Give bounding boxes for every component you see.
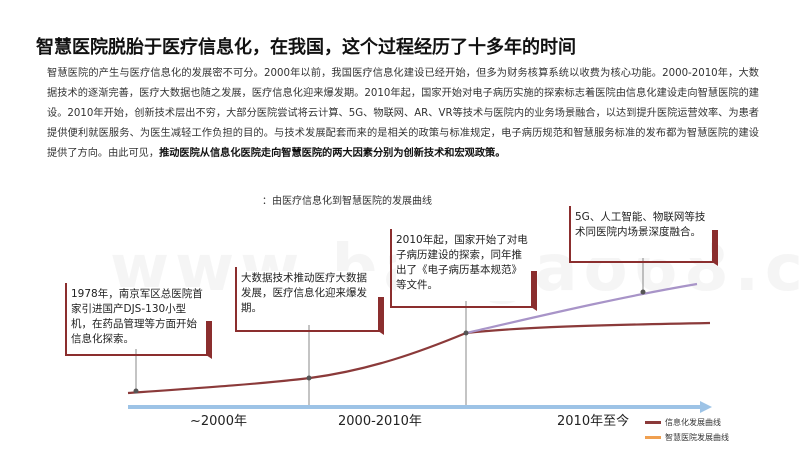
- callout-frame-bigdata: [235, 267, 382, 332]
- era-label-pre-2000: ~2000年: [190, 414, 247, 429]
- callout-frame-2010: [390, 229, 535, 308]
- callout-fold-1978: [206, 321, 212, 359]
- point-5g: [640, 289, 646, 295]
- point-bigdata: [306, 375, 312, 381]
- legend-swatch-info: [645, 421, 661, 424]
- callout-bigdata: 大数据技术推动医疗大数据发展，医疗信息化迎来爆发期。: [241, 271, 377, 325]
- callout-1978: 1978年，南京军区总医院首家引进国产DJS-130小型机，在药品管理等方面开始…: [71, 287, 205, 349]
- legend-item-smart: 智慧医院发展曲线: [645, 432, 729, 443]
- body-paragraph: 智慧医院的产生与医疗信息化的发展密不可分。2000年以前，我国医疗信息化建设已经…: [47, 64, 759, 164]
- era-label-2010-now: 2010年至今: [557, 414, 630, 429]
- timeline-arrow-icon: [700, 401, 712, 413]
- callout-5g: 5G、人工智能、物联网等技术同医院内场景深度融合。: [575, 210, 711, 258]
- legend-label-info: 信息化发展曲线: [665, 418, 721, 427]
- page-title: 智慧医院脱胎于医疗信息化，在我国，这个过程经历了十多年的时间: [36, 37, 576, 58]
- figure-caption: ：由医疗信息化到智慧医院的发展曲线: [262, 196, 432, 207]
- legend-item-info: 信息化发展曲线: [645, 417, 721, 428]
- paragraph-emphasis: 推动医院从信息化医院走向智慧医院的两大因素分别为创新技术和宏观政策。: [159, 148, 506, 159]
- callout-fold-bigdata: [378, 297, 384, 335]
- callout-fold-2010: [531, 271, 537, 311]
- info-development-curve: [127, 321, 711, 395]
- callout-2010: 2010年起，国家开始了对电子病历建设的探索，同年推出了《电子病历基本规范》等文…: [396, 233, 530, 301]
- callout-frame-1978: [65, 283, 210, 356]
- era-label-2000-2010: 2000-2010年: [338, 414, 422, 429]
- legend-label-smart: 智慧医院发展曲线: [665, 433, 729, 442]
- legend-swatch-smart: [645, 436, 661, 439]
- point-2010: [463, 330, 469, 336]
- callout-frame-5g: [569, 206, 716, 263]
- smart-hospital-curve: [465, 282, 698, 335]
- paragraph-text: 智慧医院的产生与医疗信息化的发展密不可分。2000年以前，我国医疗信息化建设已经…: [47, 68, 759, 159]
- callout-fold-5g: [712, 230, 718, 266]
- point-1978: [133, 388, 139, 394]
